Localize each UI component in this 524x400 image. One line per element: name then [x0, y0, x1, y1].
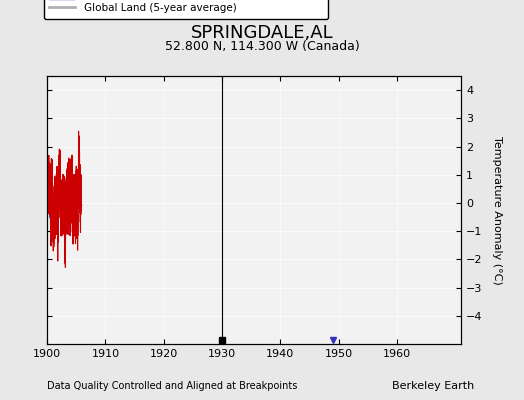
Y-axis label: Temperature Anomaly (°C): Temperature Anomaly (°C) — [492, 136, 502, 284]
Text: Data Quality Controlled and Aligned at Breakpoints: Data Quality Controlled and Aligned at B… — [47, 381, 298, 391]
Text: Berkeley Earth: Berkeley Earth — [392, 381, 474, 391]
Text: SPRINGDALE,AL: SPRINGDALE,AL — [191, 24, 333, 42]
Text: 52.800 N, 114.300 W (Canada): 52.800 N, 114.300 W (Canada) — [165, 40, 359, 53]
